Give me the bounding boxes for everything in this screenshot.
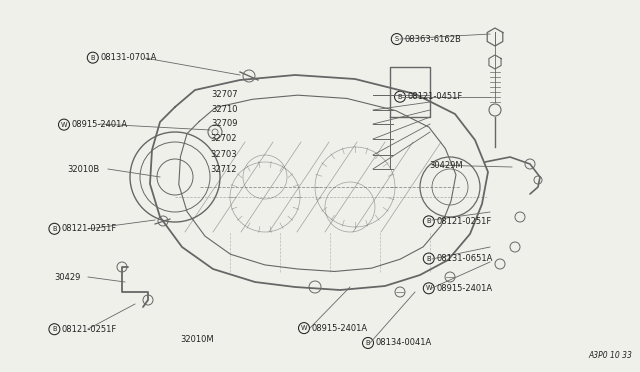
Text: 08915-2401A: 08915-2401A — [72, 120, 127, 129]
Text: 08131-0701A: 08131-0701A — [100, 53, 157, 62]
Text: 08915-2401A: 08915-2401A — [436, 284, 492, 293]
Text: B: B — [426, 218, 431, 224]
Text: 08134-0041A: 08134-0041A — [376, 339, 432, 347]
Text: 08121-0451F: 08121-0451F — [408, 92, 463, 101]
Text: 08121-0251F: 08121-0251F — [62, 325, 117, 334]
Text: 08363-6162B: 08363-6162B — [404, 35, 461, 44]
Text: B: B — [426, 256, 431, 262]
Text: B: B — [52, 326, 57, 332]
Text: B: B — [365, 340, 371, 346]
Text: A3P0 10 33: A3P0 10 33 — [588, 351, 632, 360]
Text: W: W — [61, 122, 67, 128]
Text: 08131-0651A: 08131-0651A — [436, 254, 493, 263]
Text: W: W — [301, 325, 307, 331]
Text: B: B — [90, 55, 95, 61]
Text: 32712: 32712 — [211, 165, 237, 174]
Text: 32702: 32702 — [211, 134, 237, 143]
Text: 32710: 32710 — [212, 105, 238, 114]
Text: 32703: 32703 — [210, 150, 237, 159]
Text: W: W — [426, 285, 432, 291]
Text: 30429: 30429 — [54, 273, 81, 282]
Text: 32709: 32709 — [212, 119, 238, 128]
Text: 08121-0251F: 08121-0251F — [62, 224, 117, 233]
Text: 32010M: 32010M — [180, 335, 214, 344]
Text: 08121-0251F: 08121-0251F — [436, 217, 492, 226]
Text: 32010B: 32010B — [67, 165, 99, 174]
Text: 30429M: 30429M — [429, 161, 463, 170]
Text: B: B — [52, 226, 57, 232]
Text: B: B — [397, 94, 403, 100]
Text: S: S — [395, 36, 399, 42]
Text: 32707: 32707 — [211, 90, 238, 99]
Text: 08915-2401A: 08915-2401A — [312, 324, 367, 333]
